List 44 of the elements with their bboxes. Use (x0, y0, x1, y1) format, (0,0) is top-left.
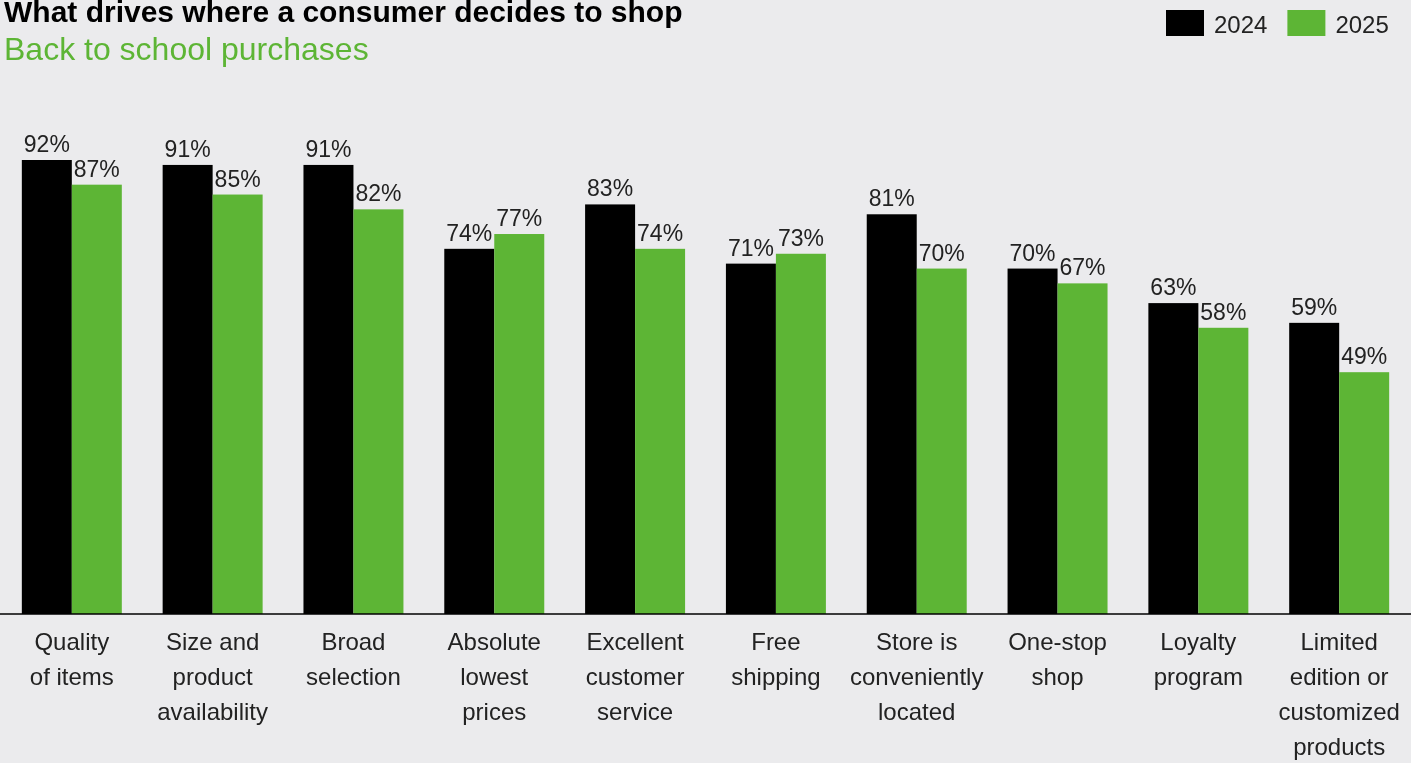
data-label: 91% (305, 135, 352, 162)
bar (1198, 327, 1249, 614)
legend-label: 2024 (1214, 11, 1268, 38)
data-label: 49% (1341, 343, 1388, 370)
data-label: 67% (1059, 254, 1106, 281)
bar (1339, 372, 1390, 614)
chart-subtitle: Back to school purchases (4, 31, 369, 67)
x-tick-label: One-stop shop (1008, 628, 1107, 690)
x-tick-label: Quality of items (29, 628, 114, 690)
bar (1057, 283, 1108, 614)
x-tick-label: Loyalty program (1153, 628, 1244, 690)
x-tick-label: Size and product availability (157, 628, 268, 725)
data-label: 70% (918, 239, 965, 266)
x-tick-label: Absolute lowest prices (447, 628, 541, 725)
x-tick-label: Free shipping (731, 628, 821, 690)
x-tick-label: Broad selection (306, 628, 401, 690)
chart-title: What drives where a consumer decides to shop (4, 0, 683, 28)
data-label: 81% (868, 185, 915, 212)
data-label: 92% (23, 131, 70, 157)
data-label: 74% (637, 219, 684, 246)
data-label: 59% (1291, 293, 1338, 320)
data-label: 71% (727, 234, 774, 261)
data-label: 70% (1009, 239, 1056, 266)
bar (635, 248, 686, 614)
bar (916, 268, 967, 614)
data-label: 63% (1150, 274, 1197, 301)
legend-label: 2025 (1335, 11, 1389, 38)
bar (775, 253, 826, 614)
x-tick-label: Store is conveniently located (850, 628, 984, 725)
x-tick-label: Limited edition or customized products (1278, 628, 1400, 760)
data-label: 73% (777, 224, 824, 251)
x-tick-label: Excellent customer service (585, 628, 685, 725)
bar (71, 184, 122, 614)
data-label: 77% (496, 205, 543, 232)
data-label: 85% (214, 165, 261, 192)
bar (353, 209, 404, 614)
data-label: 91% (164, 135, 211, 162)
data-label: 58% (1200, 298, 1247, 325)
data-label: 82% (355, 180, 402, 207)
data-label: 74% (446, 219, 493, 246)
data-label: 87% (73, 155, 120, 182)
bar (212, 194, 263, 614)
data-label: 83% (587, 175, 634, 202)
bar (494, 234, 545, 614)
